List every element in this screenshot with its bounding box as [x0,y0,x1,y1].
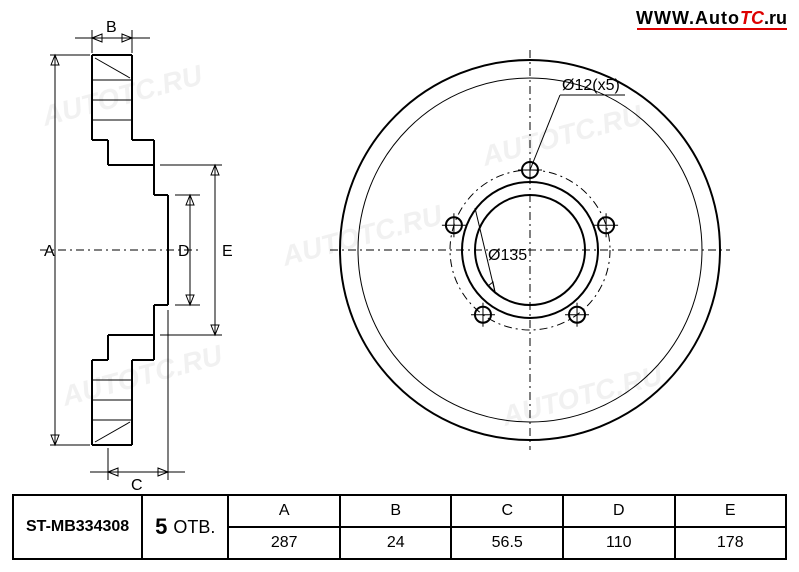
dim-header: B [341,496,453,526]
dim-header: D [564,496,676,526]
dims-grid: A B C D E 287 24 56.5 110 178 [229,496,785,558]
dim-value: 178 [676,528,786,558]
part-number-cell: ST-MB334308 [14,496,143,558]
callout-bore: Ø135 [488,247,527,264]
dims-value-row: 287 24 56.5 110 178 [229,528,785,558]
dim-header: E [676,496,786,526]
dimension-table: ST-MB334308 5 ОТВ. A B C D E 287 24 56.5… [12,494,787,560]
site-logo: WWW.AutoTC.ru [636,8,787,29]
dim-label-D: D [178,243,190,260]
dim-header: A [229,496,341,526]
dim-value: 24 [341,528,453,558]
logo-accent: TC [740,8,764,28]
dim-value: 110 [564,528,676,558]
callout-bolt: Ø12(x5) [562,77,620,94]
logo-suffix: .ru [764,8,787,28]
dim-label-A: A [44,243,55,260]
technical-drawing: A B C D E [0,0,799,572]
dim-label-B: B [106,19,117,36]
logo-prefix: WWW. [636,8,695,28]
logo-brand: Auto [695,8,740,28]
dim-value: 56.5 [452,528,564,558]
dim-value: 287 [229,528,341,558]
holes-cell: 5 ОТВ. [143,496,229,558]
holes-label: ОТВ. [173,517,215,538]
dim-label-E: E [222,243,233,260]
side-view: A B C D E [40,19,233,494]
dims-header-row: A B C D E [229,496,785,528]
front-view: Ø12(x5) Ø135 [330,50,730,450]
holes-count: 5 [155,514,167,540]
dim-label-C: C [131,477,143,494]
dim-header: C [452,496,564,526]
